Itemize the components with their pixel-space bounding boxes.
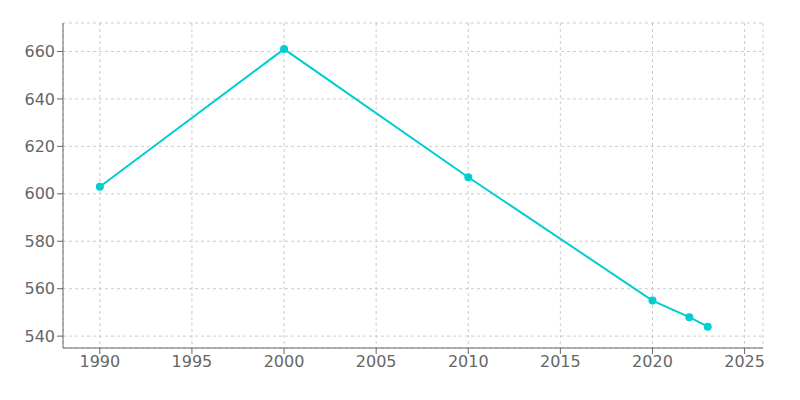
svg-text:2025: 2025 xyxy=(724,352,765,371)
svg-text:2005: 2005 xyxy=(356,352,397,371)
svg-text:2020: 2020 xyxy=(632,352,673,371)
svg-text:620: 620 xyxy=(24,137,55,156)
svg-text:600: 600 xyxy=(24,184,55,203)
svg-text:2000: 2000 xyxy=(264,352,305,371)
svg-text:1990: 1990 xyxy=(79,352,120,371)
svg-text:580: 580 xyxy=(24,232,55,251)
svg-text:1995: 1995 xyxy=(172,352,213,371)
svg-text:560: 560 xyxy=(24,279,55,298)
svg-text:660: 660 xyxy=(24,42,55,61)
svg-text:2015: 2015 xyxy=(540,352,581,371)
svg-text:2010: 2010 xyxy=(448,352,489,371)
svg-text:640: 640 xyxy=(24,90,55,109)
svg-text:540: 540 xyxy=(24,327,55,346)
